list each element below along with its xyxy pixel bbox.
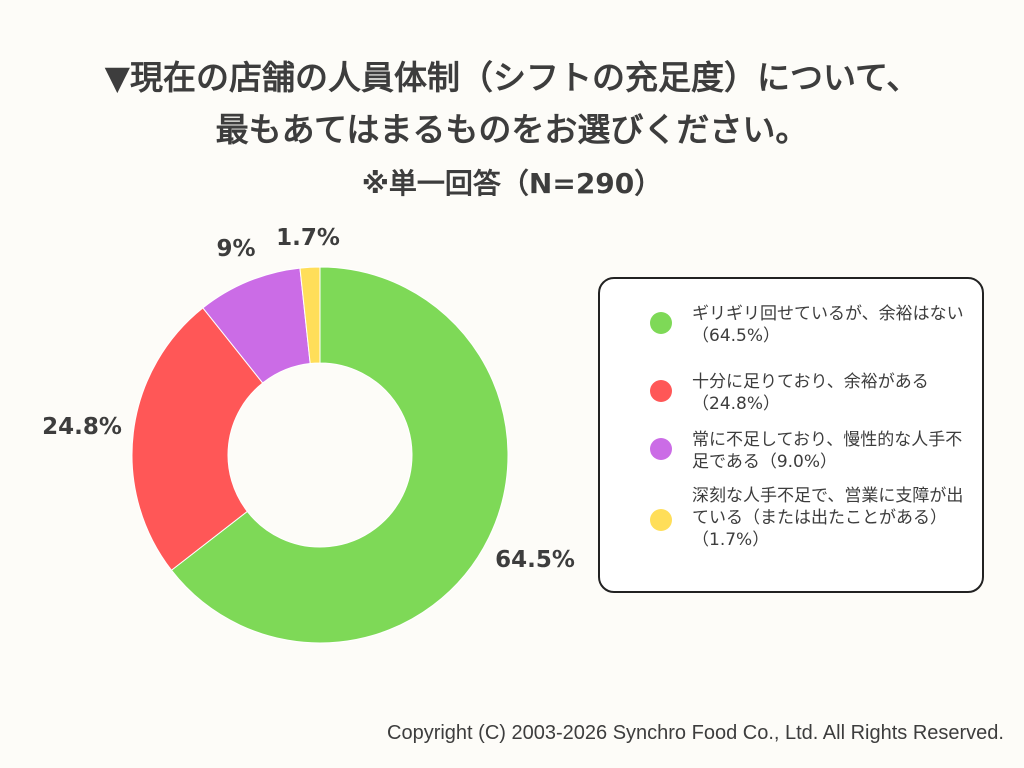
legend-label-4: 深刻な人手不足で、営業に支障が出ている（または出たことがある）（1.7%）: [692, 486, 964, 550]
legend-swatch-1: [650, 312, 672, 334]
slice-label-4: 1.7%: [276, 225, 340, 251]
chart-title-line-1: ▼現在の店舗の人員体制（シフトの充足度）について、: [104, 58, 920, 97]
slice-label-3: 9%: [216, 236, 255, 262]
legend: ギリギリ回せているが、余裕はない（64.5%） 十分に足りており、余裕がある（24…: [598, 277, 984, 593]
legend-label-1: ギリギリ回せているが、余裕はない（64.5%）: [692, 304, 964, 346]
legend-swatch-2: [650, 380, 672, 402]
donut-slice-2: [131, 307, 264, 571]
slice-label-1: 64.5%: [495, 547, 575, 573]
donut-slice-4: [299, 266, 321, 365]
chart-subtitle: ※単一回答（N=290）: [361, 167, 663, 200]
chart-title: ▼現在の店舗の人員体制（シフトの充足度）について、 最もあてはまるものをお選びく…: [0, 52, 1024, 156]
copyright-notice: Copyright (C) 2003-2026 Synchro Food Co.…: [387, 722, 1004, 744]
legend-label-3: 常に不足しており、慢性的な人手不足である（9.0%）: [692, 430, 963, 472]
legend-label-2: 十分に足りており、余裕がある（24.8%）: [692, 372, 929, 414]
chart-title-line-2: 最もあてはまるものをお選びください。: [215, 110, 809, 149]
slice-label-2: 24.8%: [42, 414, 122, 440]
donut-slice-1: [170, 266, 509, 644]
legend-swatch-3: [650, 438, 672, 460]
legend-swatch-4: [650, 509, 672, 531]
